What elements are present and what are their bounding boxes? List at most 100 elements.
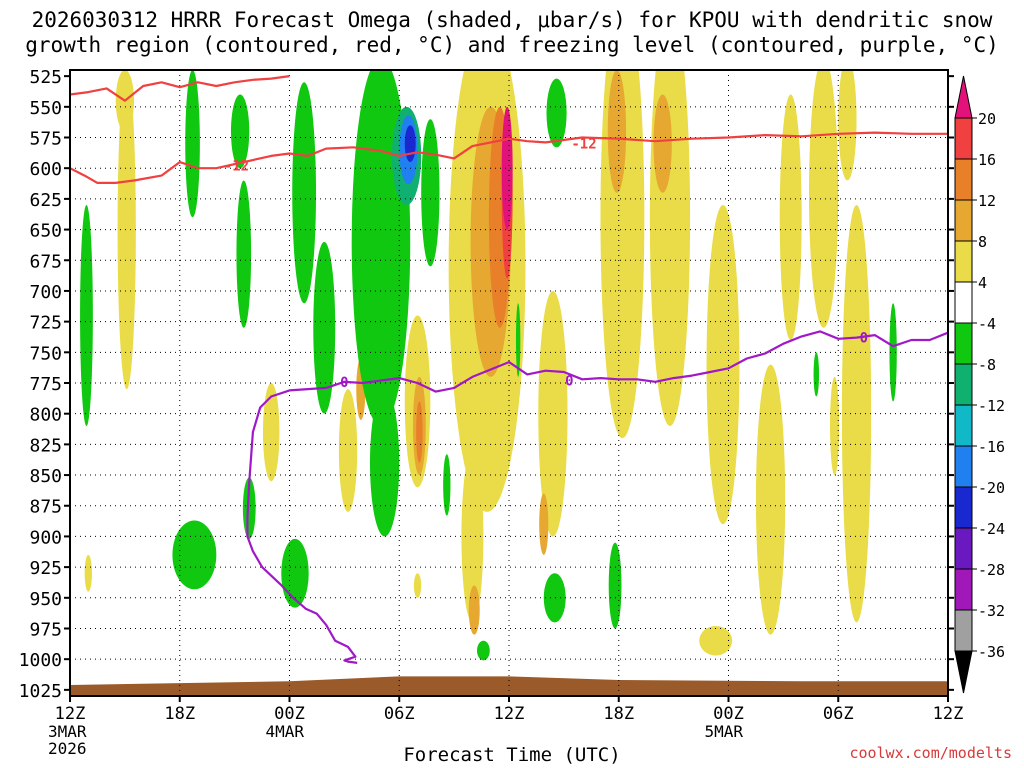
contour-label: -12 — [571, 137, 596, 153]
omega-cell — [80, 205, 93, 426]
omega-cell — [242, 477, 256, 539]
contour-label: -12 — [224, 159, 249, 175]
colorbar-label: 12 — [978, 192, 996, 210]
omega-cell — [416, 401, 423, 463]
omega-cell — [468, 585, 480, 635]
omega-cell — [236, 180, 252, 328]
y-tick-label: 800 — [29, 405, 62, 426]
colorbar-top-arrow — [954, 75, 973, 119]
x-tick-label: 00Z — [713, 704, 744, 724]
omega-cell — [413, 573, 422, 598]
omega-cell — [546, 78, 567, 148]
freezing-level-contour — [246, 330, 948, 664]
colorbar-label: -24 — [978, 520, 1005, 538]
colorbar-label: -8 — [978, 356, 996, 374]
colorbar-label: -12 — [978, 397, 1005, 415]
omega-cell — [889, 303, 897, 402]
x-date-label: 4MAR — [266, 722, 305, 741]
omega-shading — [70, 70, 948, 696]
omega-cell — [608, 542, 622, 629]
x-tick-label: 18Z — [603, 704, 634, 724]
omega-cell — [185, 70, 200, 218]
colorbar-swatch — [954, 445, 973, 488]
colorbar-label: -4 — [978, 315, 996, 333]
omega-cell — [501, 106, 513, 230]
ground-terrain — [70, 676, 948, 696]
omega-cell — [84, 554, 92, 592]
colorbar-swatch — [954, 609, 973, 652]
x-tick-label: 12Z — [933, 704, 964, 724]
omega-cell — [841, 205, 872, 623]
y-tick-label: 825 — [29, 435, 62, 456]
colorbar-swatch — [954, 199, 973, 242]
colorbar-swatch — [954, 363, 973, 406]
omega-cell — [292, 82, 317, 304]
omega-cell — [172, 520, 217, 590]
colorbar-swatch — [954, 486, 973, 529]
colorbar-label: -16 — [978, 438, 1005, 456]
x-tick-label: 18Z — [164, 704, 195, 724]
y-tick-label: 700 — [29, 282, 62, 303]
y-tick-label: 775 — [29, 374, 62, 395]
colorbar-label: 8 — [978, 233, 987, 251]
omega-cell — [404, 125, 416, 163]
omega-cell — [838, 70, 857, 181]
omega-cell — [369, 389, 400, 537]
x-date-label: 3MAR — [48, 722, 87, 741]
y-tick-label: 550 — [29, 98, 62, 119]
omega-cell — [808, 70, 839, 328]
y-tick-label: 900 — [29, 527, 62, 548]
omega-cell — [543, 573, 566, 623]
credit-text: coolwx.com/modelts — [849, 744, 1012, 762]
omega-cell — [461, 450, 484, 623]
omega-cell — [755, 364, 786, 635]
omega-cell — [262, 383, 280, 482]
omega-cell — [338, 389, 358, 512]
contour-label: 0 — [860, 331, 868, 347]
colorbar-label: 20 — [978, 110, 996, 128]
y-tick-label: 950 — [29, 589, 62, 610]
x-tick-label: 06Z — [384, 704, 415, 724]
colorbar-swatch — [954, 158, 973, 201]
y-tick-label: 625 — [29, 190, 62, 211]
colorbar-label: 16 — [978, 151, 996, 169]
chart-title-line-1: 2026030312 HRRR Forecast Omega (shaded, … — [31, 8, 993, 32]
omega-cell — [476, 640, 490, 661]
y-tick-label: 525 — [29, 67, 62, 88]
chart-title-line-2: growth region (contoured, red, °C) and f… — [25, 33, 999, 57]
omega-cell — [443, 454, 451, 516]
contour-lines: -12 -12 0 0 0 — [70, 75, 948, 664]
omega-cell — [649, 70, 691, 426]
omega-cell — [421, 119, 440, 267]
colorbar-label: -36 — [978, 643, 1005, 661]
colorbar-label: 4 — [978, 274, 987, 292]
y-tick-label: 875 — [29, 497, 62, 518]
dgz-minus12-contour — [70, 131, 948, 184]
axes: 525 550 575 600 625 650 675 700 725 750 775 800 825 8… — [19, 67, 964, 758]
omega-cell — [313, 241, 336, 414]
omega-cell — [853, 450, 863, 500]
omega-cell — [539, 493, 549, 555]
colorbar-swatch — [954, 322, 973, 365]
omega-cell — [230, 94, 250, 169]
colorbar-label: -20 — [978, 479, 1005, 497]
omega-cell — [699, 626, 733, 656]
y-tick-label: 1025 — [19, 681, 62, 702]
y-tick-label: 600 — [29, 159, 62, 180]
y-tick-label: 675 — [29, 251, 62, 272]
omega-cell — [281, 538, 309, 608]
omega-cell — [779, 94, 802, 341]
x-axis-title: Forecast Time (UTC) — [403, 744, 621, 766]
omega-cell — [117, 70, 136, 390]
colorbar-swatch — [954, 527, 973, 570]
y-tick-label: 1000 — [19, 650, 62, 671]
colorbar-swatch — [954, 281, 973, 324]
omega-cell — [706, 205, 740, 525]
colorbar-bottom-arrow — [954, 650, 973, 694]
y-tick-label: 725 — [29, 313, 62, 334]
omega-cell — [607, 70, 627, 193]
x-year-label: 2026 — [48, 739, 87, 758]
colorbar-swatch — [954, 404, 973, 447]
x-date-label: 5MAR — [705, 722, 744, 741]
colorbar: 20 16 12 8 4 -4 -8 -12 -16 -20 -24 -28 -32 -36 — [954, 75, 1005, 694]
